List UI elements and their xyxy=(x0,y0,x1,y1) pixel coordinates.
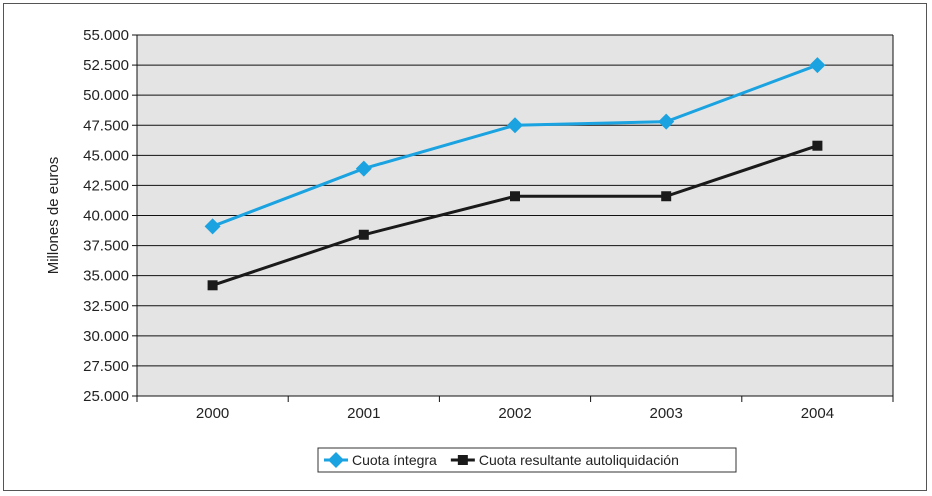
series-2 xyxy=(207,140,823,291)
y-tick-label: 55.000 xyxy=(83,27,129,44)
x-axis: 2000 2001 2002 2003 2004 xyxy=(136,396,894,422)
y-tick-label: 37.500 xyxy=(83,238,129,255)
x-tick-label: 2003 xyxy=(650,405,683,422)
legend-marker xyxy=(328,452,344,468)
x-tick-label: 2001 xyxy=(347,405,380,422)
data-point xyxy=(204,218,221,235)
y-axis: 25.000 27.500 30.000 32.500 35.000 37.500 40.0… xyxy=(83,27,137,405)
data-point xyxy=(812,140,823,151)
y-tick-label: 52.500 xyxy=(83,57,129,74)
y-tick-label: 35.000 xyxy=(83,268,129,285)
x-tick-label: 2000 xyxy=(196,405,229,422)
y-axis-title: Millones de euros xyxy=(45,157,62,275)
legend: Cuota íntegra Cuota resultante autoliquid… xyxy=(317,447,737,473)
data-point xyxy=(355,160,372,177)
y-tick-label: 40.000 xyxy=(83,208,129,225)
y-tick-label: 42.500 xyxy=(83,177,129,194)
y-tick-label: 47.500 xyxy=(83,117,129,134)
x-tick-label: 2002 xyxy=(498,405,531,422)
data-point xyxy=(809,57,826,74)
legend-box xyxy=(317,447,737,473)
series-1 xyxy=(204,57,826,235)
y-tick-label: 27.500 xyxy=(83,358,129,375)
x-tick-label: 2004 xyxy=(801,405,834,422)
data-point xyxy=(207,280,218,291)
data-point xyxy=(658,113,675,130)
legend-label: Cuota íntegra xyxy=(352,452,437,468)
y-tick-label: 25.000 xyxy=(83,388,129,405)
y-tick-label: 30.000 xyxy=(83,328,129,345)
data-point xyxy=(661,191,672,202)
data-point xyxy=(358,229,369,240)
y-tick-label: 32.500 xyxy=(83,298,129,315)
gridlines xyxy=(136,34,894,397)
y-tick-label: 50.000 xyxy=(83,87,129,104)
series-layer xyxy=(204,57,826,291)
legend-marker xyxy=(457,455,468,465)
data-point xyxy=(507,117,523,134)
legend-label: Cuota resultante autoliquidación xyxy=(479,452,679,468)
data-point xyxy=(510,191,520,202)
y-tick-label: 45.000 xyxy=(83,147,129,164)
